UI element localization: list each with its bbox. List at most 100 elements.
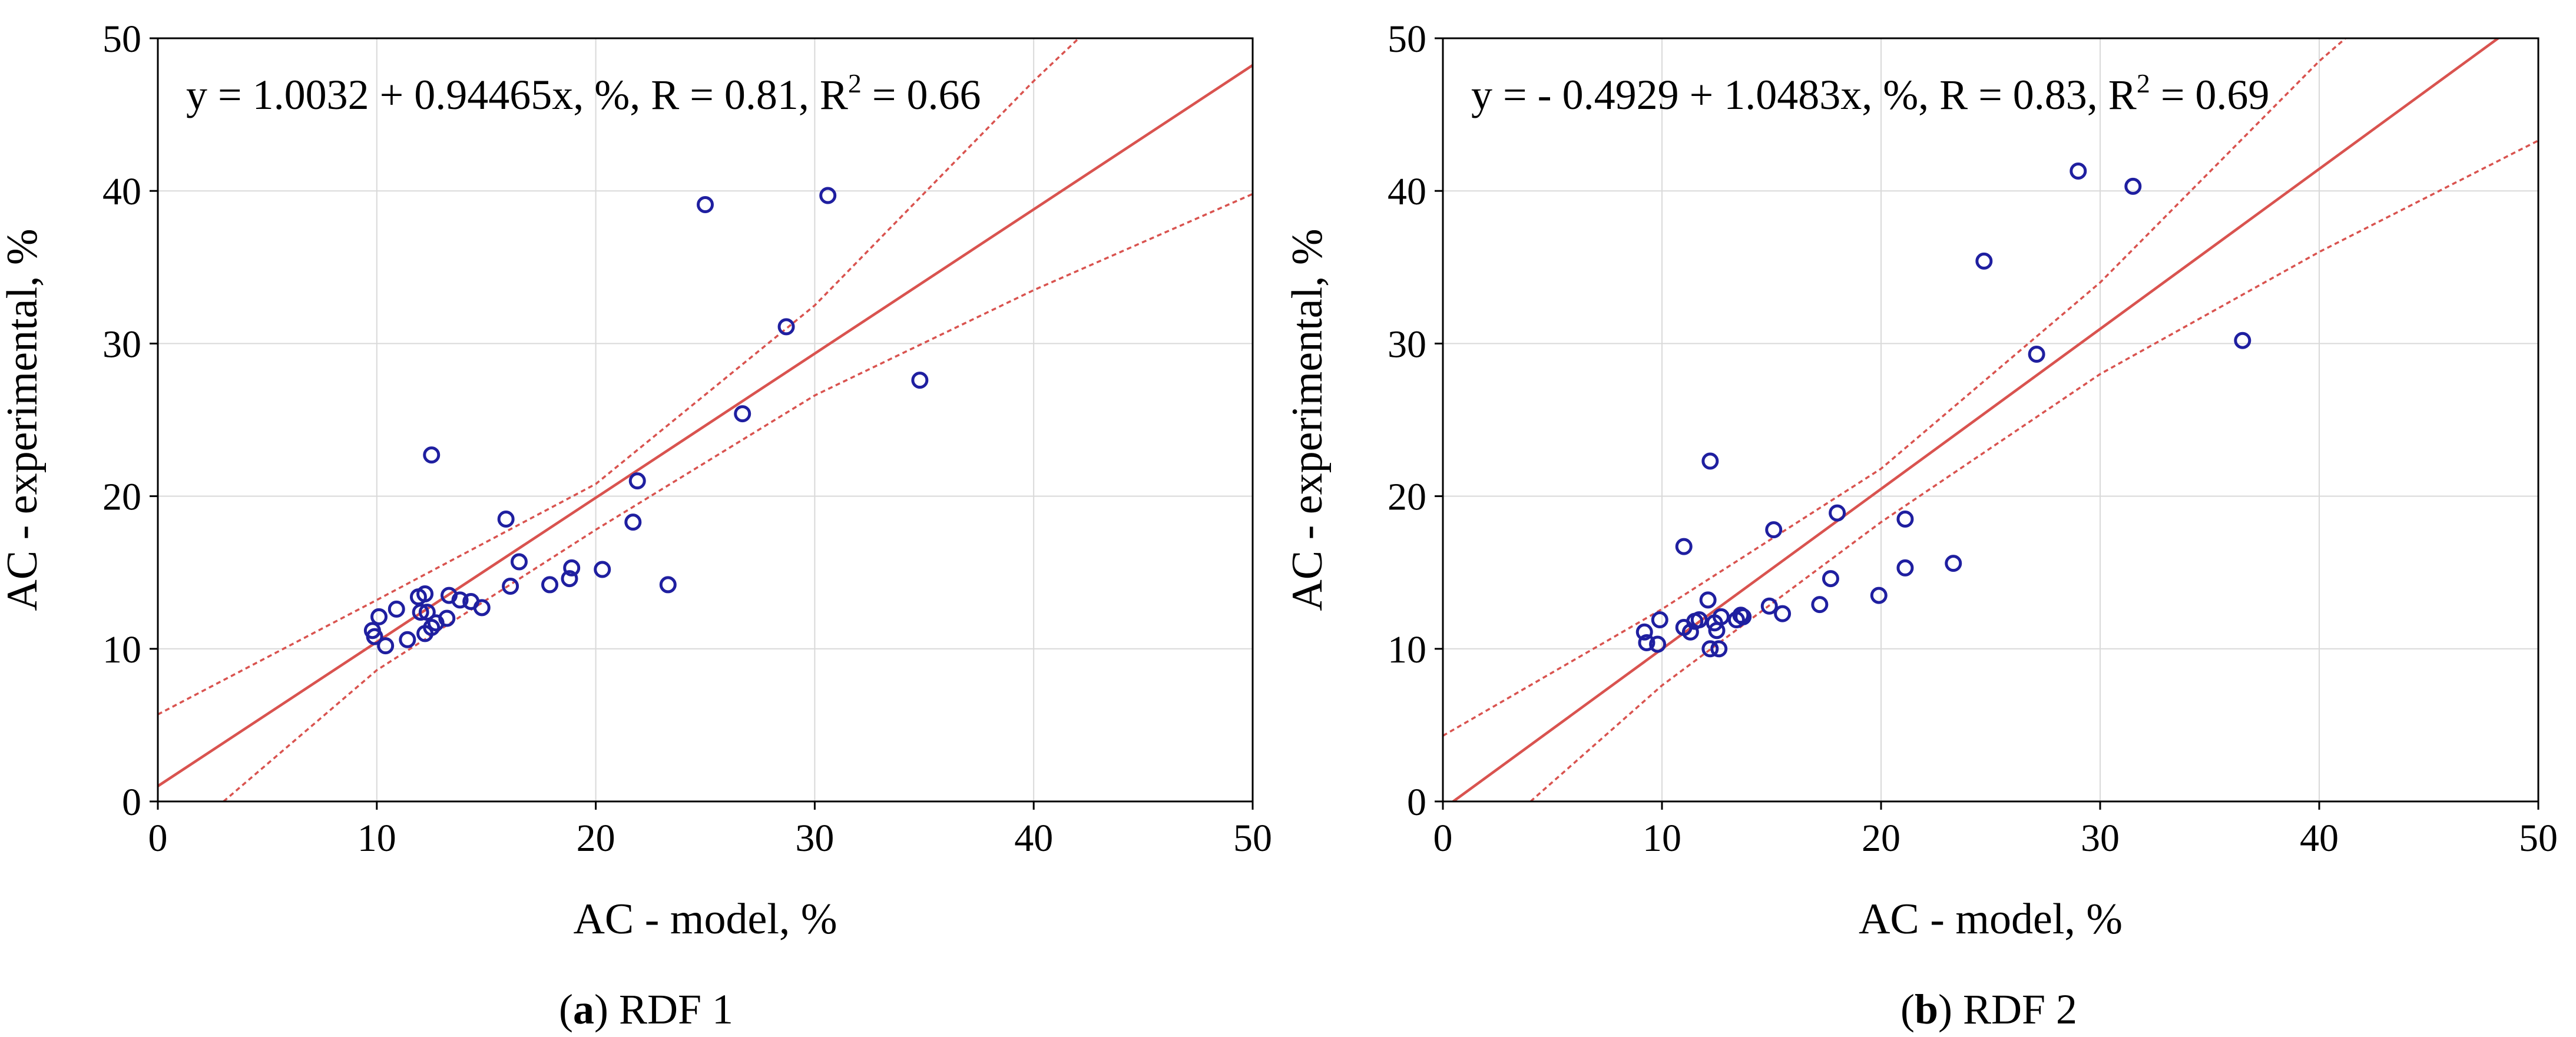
caption-letter: a [573, 986, 594, 1033]
confidence-band-upper [1443, 38, 2347, 737]
y-tick-label: 30 [1388, 323, 1426, 366]
data-point [497, 510, 515, 528]
data-point [659, 576, 677, 594]
data-point [1822, 570, 1839, 588]
equation-tail: = 0.69 [2150, 71, 2270, 118]
data-point [1635, 623, 1653, 641]
data-point [541, 576, 559, 594]
equation-main: y = 1.0032 + 0.94465x, %, R = 0.81, R [186, 71, 848, 118]
panel-b: 0 10 20 30 40 50 0 10 20 30 40 50 y = - 0.4929 + 1.0… [1283, 18, 2558, 1033]
equation-superscript: 2 [2137, 68, 2150, 98]
data-point [1651, 611, 1668, 629]
plot-frame [1442, 37, 2539, 803]
data-point [734, 405, 751, 423]
y-tick-label: 30 [102, 323, 141, 366]
data-point [1675, 538, 1693, 555]
plot-frame [157, 37, 1254, 803]
x-tick-label: 30 [2081, 817, 2120, 860]
data-point [473, 599, 491, 617]
x-tick-label: 0 [148, 817, 168, 860]
x-axis-label: AC - model, % [573, 895, 837, 943]
y-tick-label: 50 [102, 18, 141, 61]
caption-open-paren: ( [1900, 986, 1915, 1033]
data-point [370, 608, 388, 625]
confidence-band-lower [1529, 140, 2538, 801]
regression-line [158, 64, 1253, 788]
y-tick-label: 0 [122, 781, 141, 824]
panel-a: 0 10 20 30 40 50 0 10 20 30 40 50 y = 1.0032 + 0.944… [0, 18, 1272, 1033]
regression-line [1451, 38, 2501, 801]
x-tick-label: 20 [577, 817, 615, 860]
confidence-band-upper [158, 38, 1081, 715]
y-tick-label: 40 [102, 170, 141, 213]
y-tick-label: 0 [1407, 781, 1426, 824]
data-point [2124, 177, 2142, 195]
data-point [2070, 163, 2087, 180]
data-point [416, 585, 434, 602]
data-point [697, 196, 714, 214]
data-point [1774, 605, 1792, 622]
plot-area [1443, 38, 2538, 801]
data-point [561, 570, 578, 588]
data-point [628, 472, 646, 490]
data-point [911, 372, 929, 389]
regression-equation: y = - 0.4929 + 1.0483x, %, R = 0.83, R2 … [1471, 68, 2269, 118]
data-point [399, 631, 416, 648]
equation-tail: = 0.66 [862, 71, 981, 118]
confidence-band-lower [223, 193, 1253, 801]
gridlines [1443, 38, 2538, 801]
panel-caption: (b) RDF 2 [1900, 986, 2077, 1033]
gridlines [158, 38, 1253, 801]
y-tick-label: 20 [102, 476, 141, 519]
data-point [510, 553, 528, 571]
data-point [418, 604, 436, 621]
data-point [1975, 252, 1993, 270]
data-point [1829, 504, 1846, 522]
x-tick-label: 10 [1643, 817, 1681, 860]
y-tick-label: 10 [102, 628, 141, 671]
data-point [1765, 521, 1783, 539]
data-point [1710, 640, 1728, 658]
x-axis-label: AC - model, % [1859, 895, 2123, 943]
x-tick-label: 30 [795, 817, 834, 860]
data-point [1638, 634, 1655, 651]
x-tick-label: 10 [357, 817, 396, 860]
data-point [777, 318, 795, 336]
data-point [1649, 635, 1667, 653]
data-point [819, 187, 837, 204]
data-point [1870, 587, 1888, 604]
panel-caption: (a) RDF 1 [559, 986, 733, 1033]
x-tick-label: 0 [1433, 817, 1453, 860]
x-tick-label: 50 [2519, 817, 2558, 860]
data-point [1734, 608, 1752, 625]
data-point [1896, 559, 1914, 577]
caption-letter: b [1915, 986, 1938, 1033]
y-tick-label: 10 [1388, 628, 1426, 671]
data-point [451, 591, 469, 609]
caption-text: RDF 2 [1952, 986, 2077, 1033]
data-point [502, 578, 519, 595]
y-axis-label: AC - experimental, % [1283, 228, 1332, 611]
caption-close-paren: ) [594, 986, 608, 1033]
data-point [1701, 640, 1719, 658]
regression-equation: y = 1.0032 + 0.94465x, %, R = 0.81, R2 =… [186, 68, 981, 118]
data-point [2028, 346, 2045, 363]
data-point [563, 559, 581, 577]
data-point [594, 561, 611, 578]
y-axis-label: AC - experimental, % [0, 228, 47, 611]
data-point [1699, 591, 1717, 609]
data-point [366, 628, 383, 645]
data-point [1760, 597, 1778, 615]
y-tick-label: 20 [1388, 476, 1426, 519]
data-point [1690, 611, 1708, 629]
data-point [1811, 596, 1829, 614]
data-point [624, 513, 642, 531]
data-point [2234, 332, 2251, 349]
caption-open-paren: ( [559, 986, 573, 1033]
data-point [423, 446, 441, 464]
data-point [1945, 555, 1962, 572]
plot-area [158, 38, 1253, 801]
x-tick-label: 40 [1014, 817, 1053, 860]
equation-main: y = - 0.4929 + 1.0483x, %, R = 0.83, R [1471, 71, 2137, 118]
